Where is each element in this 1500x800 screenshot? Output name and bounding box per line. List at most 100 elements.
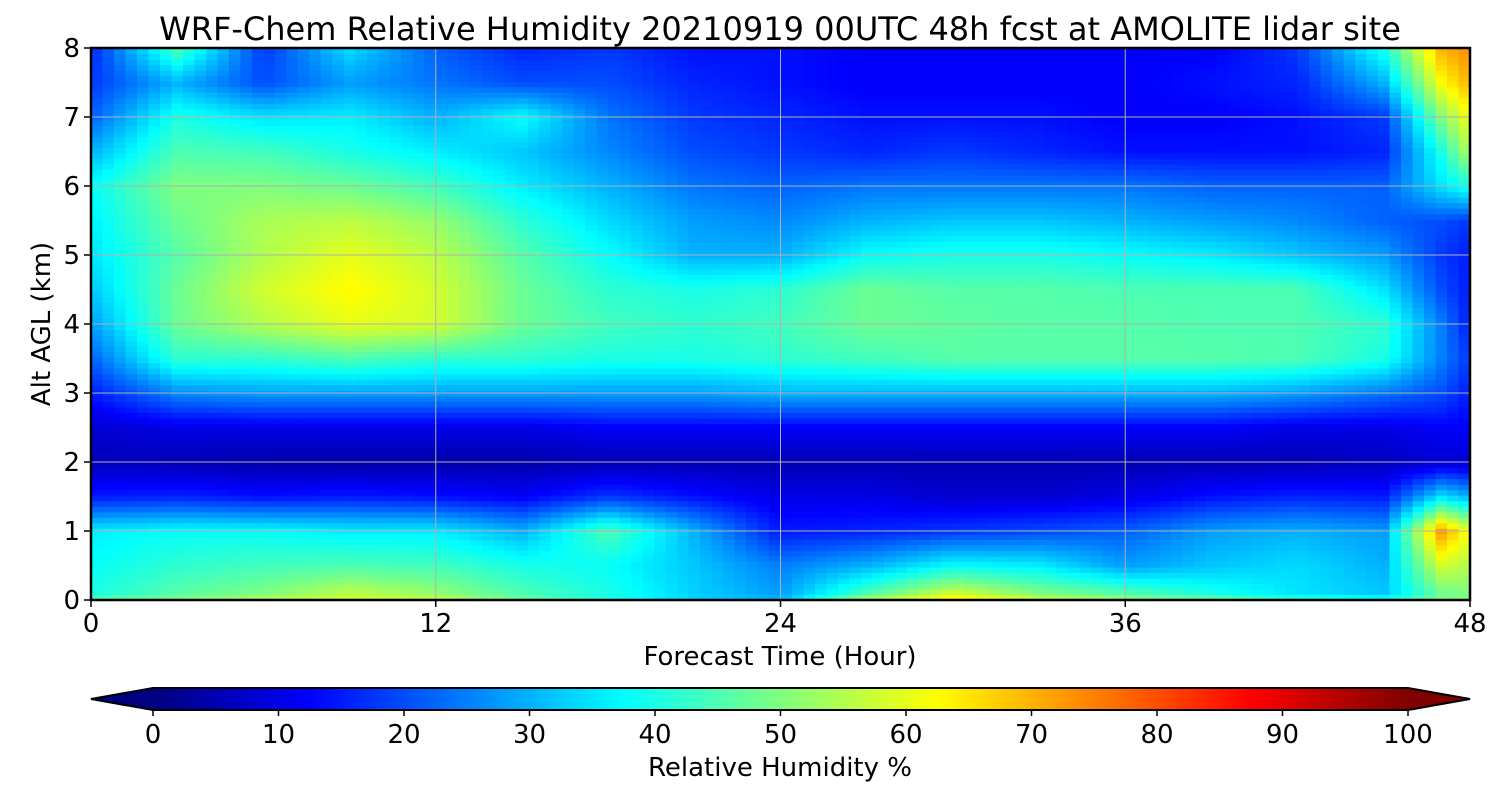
heatmap-cell <box>1320 500 1333 507</box>
heatmap-cell <box>516 384 529 391</box>
heatmap-cell <box>1148 594 1161 600</box>
heatmap-cell <box>240 495 253 502</box>
heatmap-cell <box>228 544 241 551</box>
heatmap-cell <box>389 467 402 474</box>
heatmap-cell <box>458 379 471 386</box>
heatmap-cell <box>1343 417 1356 424</box>
heatmap-cell <box>1136 561 1149 568</box>
heatmap-cell <box>366 511 379 518</box>
heatmap-cell <box>332 423 345 430</box>
heatmap-cell <box>585 566 598 573</box>
heatmap-cell <box>401 428 414 435</box>
heatmap-cell <box>642 500 655 507</box>
heatmap-cell <box>1102 511 1115 518</box>
heatmap-cell <box>1056 506 1069 513</box>
heatmap-cell <box>562 544 575 551</box>
heatmap-cell <box>573 555 586 562</box>
heatmap-cell <box>274 428 287 435</box>
heatmap-cell <box>125 445 138 452</box>
heatmap-cell <box>1228 572 1241 579</box>
heatmap-cell <box>355 467 368 474</box>
heatmap-cell <box>1125 566 1138 573</box>
heatmap-cell <box>1286 450 1299 458</box>
heatmap-cell <box>424 583 437 590</box>
heatmap-cell <box>780 544 793 551</box>
heatmap-cell <box>1458 406 1470 413</box>
heatmap-cell <box>1194 550 1207 557</box>
heatmap-cell <box>734 517 747 524</box>
heatmap-cell <box>757 379 770 386</box>
heatmap-cell <box>677 517 690 524</box>
heatmap-cell <box>435 572 448 579</box>
heatmap-cell <box>320 412 333 419</box>
heatmap-cell <box>619 550 632 557</box>
heatmap-cell <box>286 489 299 496</box>
heatmap-cell <box>1194 577 1207 585</box>
heatmap-cell <box>1228 462 1241 469</box>
heatmap-cell <box>1251 484 1264 491</box>
heatmap-cell <box>918 555 931 562</box>
heatmap-cell <box>711 506 724 513</box>
heatmap-cell <box>1389 533 1402 540</box>
heatmap-cell <box>1240 423 1253 430</box>
heatmap-cell <box>447 555 460 562</box>
heatmap-cell <box>228 423 241 430</box>
heatmap-cell <box>355 384 368 391</box>
heatmap-cell <box>941 588 954 596</box>
heatmap-cell <box>493 428 506 435</box>
heatmap-cell <box>343 373 356 380</box>
heatmap-cell <box>1286 500 1299 507</box>
heatmap-cell <box>91 566 104 573</box>
heatmap-cell <box>746 406 759 413</box>
heatmap-cell <box>527 478 540 485</box>
heatmap-cell <box>849 384 862 391</box>
heatmap-cell <box>1171 544 1184 551</box>
heatmap-cell <box>849 379 862 386</box>
heatmap-cell <box>1205 395 1218 402</box>
heatmap-cell <box>171 412 184 419</box>
heatmap-cell <box>1412 462 1425 469</box>
heatmap-cell <box>596 467 609 474</box>
heatmap-cell <box>619 467 632 474</box>
heatmap-cell <box>780 533 793 540</box>
heatmap-cell <box>1021 495 1034 502</box>
heatmap-cell <box>1343 456 1356 463</box>
heatmap-cell <box>1205 401 1218 408</box>
heatmap-cell <box>1217 544 1230 551</box>
heatmap-cell <box>837 467 851 474</box>
heatmap-cell <box>573 434 586 441</box>
heatmap-cell <box>447 450 460 458</box>
heatmap-cell <box>458 395 471 402</box>
heatmap-cell <box>389 555 402 562</box>
heatmap-cell <box>1297 467 1310 474</box>
heatmap-cell <box>447 500 460 507</box>
heatmap-cell <box>125 423 138 430</box>
heatmap-cell <box>550 379 563 386</box>
heatmap-cell <box>608 566 621 573</box>
heatmap-cell <box>1044 561 1057 568</box>
heatmap-cell <box>596 406 609 413</box>
heatmap-cell <box>757 588 770 596</box>
heatmap-cell <box>952 384 965 391</box>
heatmap-cell <box>504 401 517 408</box>
heatmap-cell <box>194 368 207 375</box>
heatmap-cell <box>1366 445 1379 452</box>
heatmap-cell <box>803 473 816 480</box>
heatmap-cell <box>102 539 115 546</box>
heatmap-cell <box>136 583 150 590</box>
heatmap-cell <box>1171 379 1184 386</box>
heatmap-cell <box>883 417 897 424</box>
heatmap-cell <box>159 462 173 469</box>
heatmap-cell <box>631 506 644 513</box>
heatmap-cell <box>573 506 586 513</box>
heatmap-cell <box>217 555 230 562</box>
heatmap-cell <box>1079 500 1092 507</box>
heatmap-cell <box>228 539 241 546</box>
heatmap-cell <box>734 384 747 391</box>
heatmap-cell <box>1148 478 1161 485</box>
heatmap-cell <box>1090 423 1103 430</box>
heatmap-cell <box>228 395 241 402</box>
heatmap-cell <box>1240 384 1253 391</box>
heatmap-cell <box>378 401 391 408</box>
heatmap-cell <box>1309 456 1322 463</box>
